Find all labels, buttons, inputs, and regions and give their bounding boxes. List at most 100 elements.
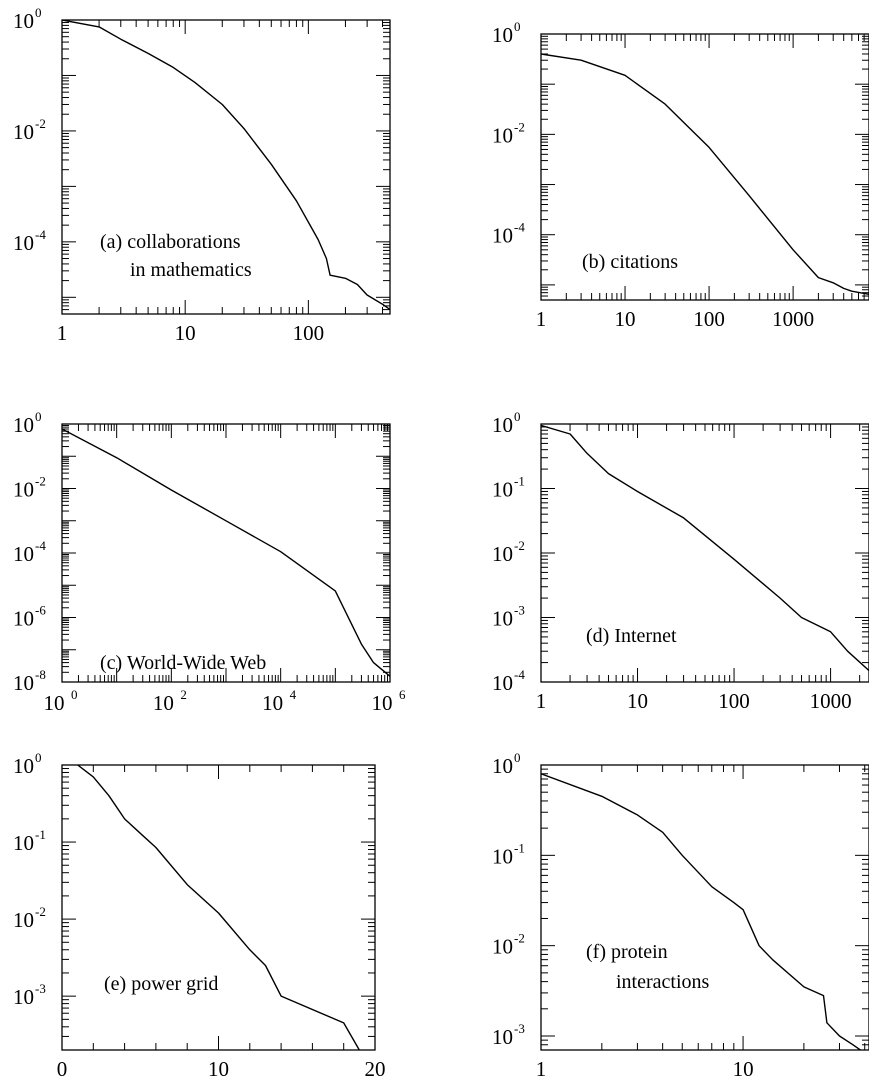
x-tick-label: 1000 bbox=[772, 307, 814, 331]
y-tick-label: 10 bbox=[13, 754, 34, 778]
y-tick-exponent: 0 bbox=[514, 750, 521, 765]
x-tick-label: 10 bbox=[175, 321, 196, 345]
panel-annotation: in mathematics bbox=[130, 259, 252, 281]
y-tick-label: 10 bbox=[492, 671, 513, 695]
y-tick-exponent: -4 bbox=[35, 538, 46, 553]
y-tick-exponent: -2 bbox=[514, 538, 525, 553]
x-tick-label: 100 bbox=[293, 321, 325, 345]
y-tick-label: 10 bbox=[492, 607, 513, 631]
y-tick-label: 10 bbox=[13, 413, 34, 437]
y-tick-label: 10 bbox=[13, 908, 34, 932]
series-line bbox=[541, 424, 869, 672]
y-tick-label: 10 bbox=[492, 754, 513, 778]
y-tick-exponent: -4 bbox=[514, 220, 525, 235]
y-tick-exponent: -3 bbox=[514, 1021, 525, 1036]
panel-annotation: (c) World-Wide Web bbox=[100, 652, 266, 674]
y-tick-exponent: -1 bbox=[514, 474, 525, 489]
panel-frame bbox=[540, 764, 869, 1051]
y-tick-label: 10 bbox=[13, 9, 34, 33]
y-tick-label: 10 bbox=[13, 985, 34, 1009]
y-tick-label: 10 bbox=[492, 224, 513, 248]
axis-ticks bbox=[540, 33, 869, 301]
x-tick-label: 0 bbox=[57, 1057, 68, 1081]
panel-annotation: (b) citations bbox=[582, 251, 678, 273]
x-tick-label: 1000 bbox=[810, 689, 852, 713]
x-tick-label: 10 bbox=[627, 689, 648, 713]
panel-annotation: (a) collaborations bbox=[100, 231, 241, 253]
x-tick-exponent: 6 bbox=[399, 687, 406, 702]
axis-ticks bbox=[61, 764, 376, 1051]
y-tick-label: 10 bbox=[492, 23, 513, 47]
y-tick-exponent: -1 bbox=[35, 827, 46, 842]
series-line bbox=[77, 765, 360, 1050]
y-tick-exponent: -2 bbox=[35, 116, 46, 131]
panel-frame bbox=[61, 423, 391, 683]
y-tick-exponent: 0 bbox=[35, 409, 42, 424]
axis-ticks bbox=[540, 423, 869, 683]
panel-annotation: (f) protein bbox=[586, 941, 668, 963]
x-tick-label: 1 bbox=[536, 1057, 547, 1081]
y-tick-exponent: -4 bbox=[514, 667, 525, 682]
y-tick-label: 10 bbox=[13, 542, 34, 566]
y-tick-label: 10 bbox=[492, 542, 513, 566]
y-tick-label: 10 bbox=[492, 1025, 513, 1049]
y-tick-exponent: -2 bbox=[514, 119, 525, 134]
y-tick-label: 10 bbox=[492, 413, 513, 437]
y-tick-label: 10 bbox=[492, 478, 513, 502]
x-tick-label: 10 bbox=[153, 691, 174, 715]
y-tick-exponent: 0 bbox=[514, 409, 521, 424]
x-tick-label: 10 bbox=[208, 1057, 229, 1081]
y-tick-label: 10 bbox=[13, 120, 34, 144]
y-tick-label: 10 bbox=[13, 478, 34, 502]
y-tick-exponent: 0 bbox=[514, 19, 521, 34]
panel-frame bbox=[61, 764, 376, 1051]
x-tick-exponent: 4 bbox=[290, 687, 297, 702]
y-tick-exponent: -3 bbox=[35, 981, 46, 996]
panel-c: 10 0 10 2 10 4 10 610 010 -210 -410 -610 -8(c) World… bbox=[13, 409, 406, 715]
x-tick-label: 10 bbox=[615, 307, 636, 331]
y-tick-label: 10 bbox=[13, 231, 34, 255]
y-tick-exponent: -3 bbox=[514, 603, 525, 618]
x-tick-label: 10 bbox=[262, 691, 283, 715]
x-tick-label: 1 bbox=[57, 321, 68, 345]
y-tick-label: 10 bbox=[13, 831, 34, 855]
panel-frame bbox=[61, 19, 391, 315]
y-tick-exponent: -8 bbox=[35, 667, 46, 682]
panel-annotation: interactions bbox=[616, 971, 710, 993]
x-tick-exponent: 0 bbox=[71, 687, 78, 702]
x-tick-label: 10 bbox=[733, 1057, 754, 1081]
y-tick-label: 10 bbox=[13, 607, 34, 631]
axis-ticks bbox=[61, 423, 391, 683]
x-tick-label: 10 bbox=[44, 691, 65, 715]
y-tick-exponent: -4 bbox=[35, 227, 46, 242]
series-line bbox=[62, 20, 390, 311]
series-line bbox=[62, 428, 390, 677]
series-line bbox=[541, 53, 869, 295]
y-tick-exponent: -2 bbox=[35, 474, 46, 489]
y-tick-exponent: -2 bbox=[514, 931, 525, 946]
y-tick-label: 10 bbox=[492, 844, 513, 868]
y-tick-label: 10 bbox=[492, 935, 513, 959]
y-tick-exponent: -1 bbox=[514, 840, 525, 855]
x-tick-label: 20 bbox=[365, 1057, 386, 1081]
y-tick-label: 10 bbox=[13, 671, 34, 695]
x-tick-label: 1 bbox=[536, 689, 547, 713]
x-tick-label: 10 bbox=[372, 691, 393, 715]
axis-ticks bbox=[540, 764, 869, 1051]
panel-annotation: (d) Internet bbox=[586, 625, 677, 647]
x-tick-exponent: 2 bbox=[180, 687, 187, 702]
y-tick-exponent: -2 bbox=[35, 904, 46, 919]
y-tick-exponent: -6 bbox=[35, 603, 46, 618]
y-tick-label: 10 bbox=[492, 123, 513, 147]
x-tick-label: 100 bbox=[693, 307, 725, 331]
panel-annotation: (e) power grid bbox=[104, 973, 218, 995]
x-tick-label: 100 bbox=[718, 689, 750, 713]
axis-ticks bbox=[61, 19, 390, 315]
x-tick-label: 1 bbox=[536, 307, 547, 331]
